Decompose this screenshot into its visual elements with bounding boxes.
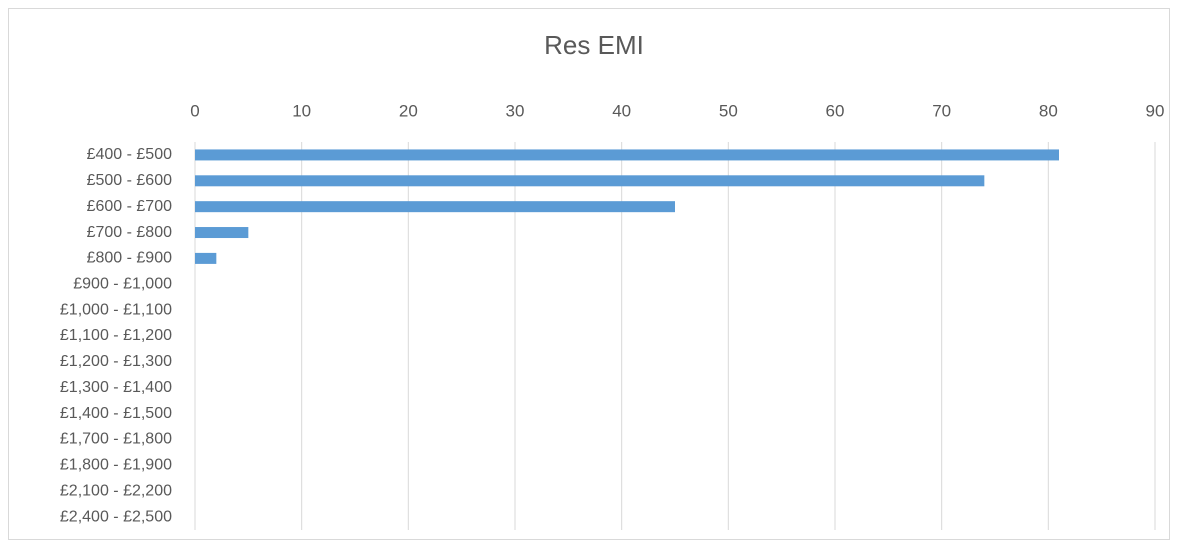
y-tick-label: £1,200 - £1,300 <box>60 353 172 370</box>
y-tick-label: £1,800 - £1,900 <box>60 457 172 474</box>
y-tick-label: £2,400 - £2,500 <box>60 508 172 525</box>
chart-border <box>8 8 1170 540</box>
y-tick-label: £500 - £600 <box>87 172 173 189</box>
y-tick-label: £600 - £700 <box>87 198 173 215</box>
x-tick-label: 50 <box>719 101 738 120</box>
bar <box>195 201 675 213</box>
y-tick-label: £1,000 - £1,100 <box>60 301 172 318</box>
x-tick-label: 30 <box>506 101 525 120</box>
x-tick-label: 20 <box>399 101 418 120</box>
bar <box>195 252 217 264</box>
x-tick-label: 90 <box>1146 101 1165 120</box>
x-tick-label: 0 <box>190 101 199 120</box>
y-tick-label: £1,300 - £1,400 <box>60 379 172 396</box>
y-tick-label: £400 - £500 <box>87 146 173 163</box>
y-tick-label: £700 - £800 <box>87 224 173 241</box>
x-tick-label: 40 <box>612 101 631 120</box>
bar <box>195 227 249 239</box>
y-tick-label: £1,100 - £1,200 <box>60 327 172 344</box>
bar <box>195 149 1059 161</box>
y-tick-label: £900 - £1,000 <box>73 275 172 292</box>
y-tick-label: £800 - £900 <box>87 250 173 267</box>
y-tick-label: £1,700 - £1,800 <box>60 431 172 448</box>
x-tick-label: 60 <box>826 101 845 120</box>
x-tick-label: 10 <box>292 101 311 120</box>
y-tick-label: £1,400 - £1,500 <box>60 405 172 422</box>
x-tick-label: 80 <box>1039 101 1058 120</box>
y-tick-label: £2,100 - £2,200 <box>60 482 172 499</box>
bar <box>195 175 985 187</box>
chart-title: Res EMI <box>544 30 644 60</box>
x-tick-label: 70 <box>932 101 951 120</box>
